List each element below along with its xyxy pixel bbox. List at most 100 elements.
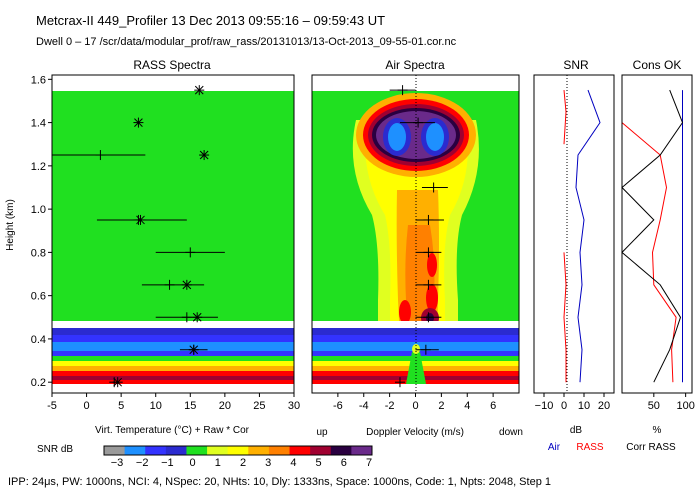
air-x-tick-label: 2 [438, 400, 444, 412]
rass-x-tick-label: 15 [184, 400, 196, 412]
cons-rass-line [621, 122, 677, 383]
height-tick-label: 0.2 [31, 377, 46, 389]
rass-x-tick-label: 10 [150, 400, 162, 412]
colorbar-tick-label: 2 [240, 457, 246, 469]
snr-x-axis-label: dB [570, 425, 583, 436]
colorbar-title: SNR dB [37, 444, 73, 455]
rass-x-tick-label: 30 [288, 400, 300, 412]
cons-plot-frame [621, 74, 693, 394]
height-tick-label: 0.4 [31, 334, 46, 346]
snr-x-tick-label: 20 [598, 400, 610, 412]
figure-title: Metcrax-II 449_Profiler 13 Dec 2013 09:5… [36, 13, 385, 28]
colorbar-tick-label: 6 [341, 457, 347, 469]
colorbar-cell [310, 446, 332, 455]
air-panel-title: Air Spectra [385, 58, 445, 72]
rass-x-axis-label: Virt. Temperature (°C) + Raw * Cor [95, 425, 250, 436]
colorbar-cell [124, 446, 146, 455]
rass-x-tick-label: 0 [84, 400, 90, 412]
cons-corr-rass-line [621, 89, 684, 383]
air-contour-red-upper [427, 253, 437, 277]
colorbar-cell [289, 446, 311, 455]
snr-lines [563, 89, 601, 383]
air-center-dot [412, 344, 420, 354]
air-blob-left-cyan [388, 123, 406, 151]
up-label: up [316, 427, 328, 438]
air-band [312, 321, 519, 331]
height-tick-label: 0.8 [31, 247, 46, 259]
air-peak-marks [389, 85, 448, 388]
rass-spectra-panel: -5 0 5 10 15 20 25 30 0.20.40.60.81.01.21.41.6 … [31, 74, 300, 436]
rass-low-level-bands [52, 321, 294, 384]
snr-rass-line [563, 252, 567, 383]
colorbar-tick-label: 1 [215, 457, 221, 469]
cor-temperature-mark [194, 85, 204, 95]
cor-temperature-mark [192, 312, 202, 322]
height-y-ticks: 0.2 0.4 0.6 0.8 1.0 1.2 1.4 1.6 [31, 74, 52, 389]
air-x-tick-label: -6 [333, 400, 343, 412]
cons-panel-title: Cons OK [633, 58, 682, 72]
air-contour-red-middle [426, 284, 438, 312]
colorbar-tick-label: 5 [316, 457, 322, 469]
cor-temperature-mark [113, 377, 123, 387]
snr-air-line [575, 89, 601, 383]
height-tick-label: 0.6 [31, 291, 46, 303]
cons-x-ticks: 50 100 [648, 393, 695, 412]
air-spectra-panel: -6 -4 -2 0 2 4 6 up Doppler Velocity (m/s) dow… [311, 74, 523, 438]
colorbar-frame [103, 445, 373, 456]
colorbar-cell [207, 446, 229, 455]
snr-x-tick-label: 0 [561, 400, 567, 412]
colorbar-cell [330, 446, 352, 455]
colorbar-tick-label: 4 [290, 457, 296, 469]
snr-panel: −10 0 10 20 dB Air RASS [533, 74, 615, 453]
cons-x-tick-label: 100 [676, 400, 694, 412]
rass-band [52, 335, 294, 343]
rass-x-tick-label: -5 [47, 400, 57, 412]
rass-panel-title: RASS Spectra [133, 58, 211, 72]
air-center-green [406, 352, 426, 384]
colorbar-cell [145, 446, 167, 455]
height-tick-label: 1.6 [31, 74, 46, 86]
height-tick-label: 1.0 [31, 204, 46, 216]
cor-temperature-mark [189, 345, 199, 355]
cons-x-axis-label: % [653, 425, 662, 436]
legend-air: Air [548, 442, 561, 453]
cor-temperature-mark [199, 150, 209, 160]
snr-x-tick-label: −10 [535, 400, 554, 412]
cons-ok-lines [621, 89, 684, 383]
rass-band [52, 366, 294, 371]
snr-plot-frame [533, 74, 615, 394]
colorbar-tick-label: −3 [111, 457, 124, 469]
legend-rass: RASS [576, 442, 604, 453]
colorbar-ticks: −3 −2 −1 0 1 2 3 4 5 6 7 [111, 457, 372, 469]
rass-band [52, 371, 294, 376]
rass-band [52, 321, 294, 331]
rass-x-tick-label: 5 [118, 400, 124, 412]
air-x-tick-label: 4 [464, 400, 470, 412]
air-x-tick-label: -2 [385, 400, 395, 412]
colorbar-cell [351, 446, 373, 455]
rass-temperature-marks [52, 85, 225, 388]
height-axis-label: Height (km) [5, 199, 16, 251]
rass-band [52, 376, 294, 380]
cor-temperature-mark [134, 118, 143, 127]
rass-x-ticks: -5 0 5 10 15 20 25 30 [47, 393, 300, 412]
colorbar-cell [227, 446, 249, 455]
snr-rass-line [563, 90, 567, 145]
snr-x-tick-label: 10 [578, 400, 590, 412]
air-spectrum-column [352, 120, 479, 340]
air-x-axis-label: Doppler Velocity (m/s) [366, 427, 464, 438]
rass-band [52, 351, 294, 356]
cons-ok-panel: 50 100 % Corr RASS [621, 74, 695, 453]
air-x-tick-label: -4 [359, 400, 369, 412]
figure-subtitle: Dwell 0 – 17 /scr/data/modular_prof/raw_… [36, 36, 457, 48]
colorbar-cell [186, 446, 208, 455]
colorbar-cell [268, 446, 291, 455]
air-low-level-center [406, 344, 426, 384]
rass-band [52, 356, 294, 361]
colorbar-cell [104, 446, 126, 455]
air-blob-right-cyan [426, 123, 444, 151]
air-x-tick-label: 6 [490, 400, 496, 412]
colorbar-cell [165, 446, 187, 455]
cor-temperature-mark [136, 215, 145, 225]
